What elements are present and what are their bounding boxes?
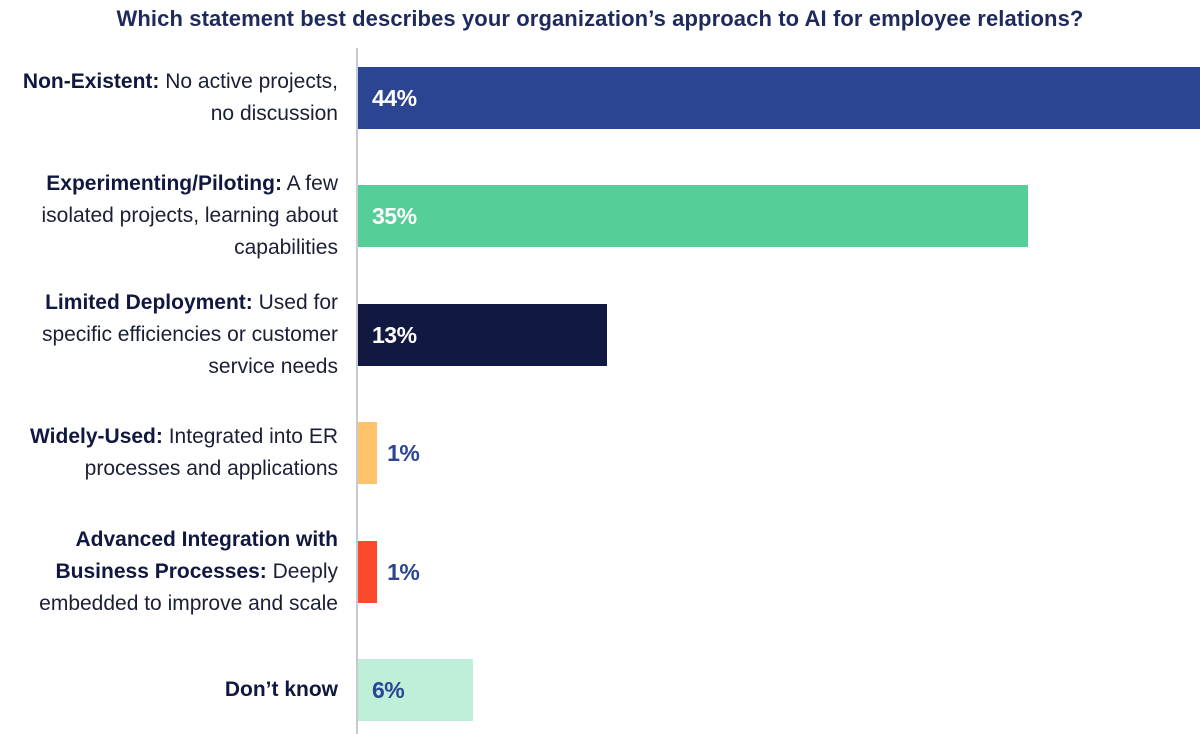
category-label-text: No active projects, no discussion xyxy=(159,70,338,125)
category-label-text: Integrated into ER processes and applica… xyxy=(84,425,338,481)
data-label-don-t-know: 6% xyxy=(372,677,405,703)
bar-widely-used xyxy=(358,422,378,485)
bar-don-t-know xyxy=(358,659,473,721)
category-label-bold: Widely-Used: xyxy=(30,425,163,449)
category-label-don-t-know: Don’t know xyxy=(0,674,338,706)
category-label-bold: Limited Deployment: xyxy=(45,290,253,314)
bar-experimenting-piloting xyxy=(358,185,1028,248)
category-label-bold: Don’t know xyxy=(224,678,338,701)
category-label-text: A few isolated projects, learning about … xyxy=(41,172,338,260)
data-label-widely-used: 1% xyxy=(387,440,420,467)
data-label-experimenting-piloting: 35% xyxy=(372,203,417,230)
bar-limited-deployment xyxy=(358,303,607,366)
category-label-bold: Experimenting/Piloting: xyxy=(46,172,282,196)
category-label-widely-used: Widely-Used: Integrated into ER processe… xyxy=(0,421,338,485)
category-label-limited-deployment: Limited Deployment: Used for specific ef… xyxy=(0,287,338,383)
category-label-non-existent: Non-Existent: No active projects, no dis… xyxy=(0,66,338,130)
category-label-experimenting-piloting: Experimenting/Piloting: A few isolated p… xyxy=(0,168,338,264)
category-label-bold: Non-Existent: xyxy=(22,70,160,93)
chart-title: Which statement best describes your orga… xyxy=(116,6,1084,31)
bar-non-existent xyxy=(358,67,1200,129)
data-label-limited-deployment: 13% xyxy=(372,321,417,348)
y-axis-line xyxy=(356,48,358,734)
category-label-bold: Advanced Integration with Business Proce… xyxy=(55,527,339,583)
bar-advanced-integration-with-business-processes xyxy=(358,540,378,603)
category-label-advanced-integration-with-business-processes: Advanced Integration with Business Proce… xyxy=(0,524,338,620)
category-label-text: Used for specific efficiencies or custom… xyxy=(41,290,338,378)
category-label-text: Deeply embedded to improve and scale xyxy=(39,559,338,615)
data-label-advanced-integration-with-business-processes: 1% xyxy=(387,558,420,585)
data-label-non-existent: 44% xyxy=(372,85,417,111)
